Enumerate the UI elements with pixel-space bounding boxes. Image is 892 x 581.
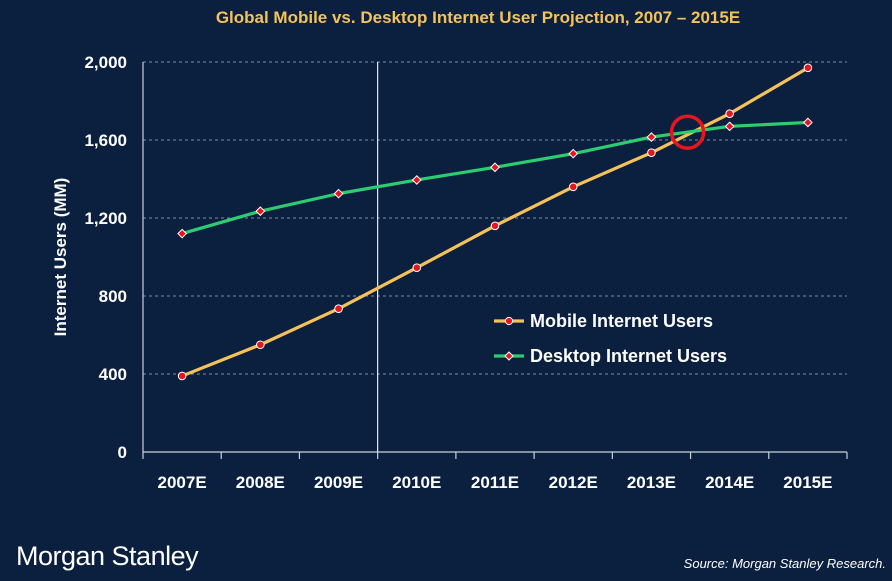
y-tick-label: 1,200 [84, 209, 127, 228]
x-tick-label: 2009E [314, 473, 363, 492]
data-point [724, 121, 735, 132]
series [177, 63, 813, 381]
x-tick-label: 2007E [158, 473, 207, 492]
x-tick-label: 2014E [705, 473, 754, 492]
chart-title: Global Mobile vs. Desktop Internet User … [216, 8, 740, 27]
data-point [647, 148, 656, 157]
data-point [568, 182, 578, 192]
data-point [334, 304, 343, 313]
data-point [333, 188, 344, 199]
legend-marker [504, 351, 514, 361]
legend-label: Desktop Internet Users [530, 346, 727, 366]
data-point [802, 117, 813, 128]
legend-marker [504, 316, 514, 326]
data-point [411, 175, 422, 185]
y-tick-label: 0 [118, 443, 127, 462]
data-point [725, 109, 734, 118]
x-tick-label: 2012E [549, 473, 598, 492]
data-point [256, 340, 265, 350]
x-tick-label: 2015E [783, 473, 832, 492]
axes: 0 400 800 1,200 1,600 2,000 2007E 2008E 2009E 201… [84, 53, 848, 492]
data-point [803, 63, 813, 73]
y-tick-label: 2,000 [84, 53, 127, 72]
data-point [646, 132, 657, 142]
y-axis-label: Internet Users (MM) [51, 178, 70, 337]
x-tick-label: 2011E [471, 473, 519, 492]
x-tick-label: 2010E [392, 473, 441, 492]
y-tick-label: 800 [99, 287, 127, 306]
source-note: Source: Morgan Stanley Research. [683, 556, 886, 571]
gridlines [143, 61, 847, 375]
legend: Mobile Internet Users Desktop Internet Us… [494, 311, 727, 366]
brand-logo: Morgan Stanley [16, 541, 199, 571]
series-line-desktop [181, 120, 808, 236]
y-tick-label: 400 [99, 365, 127, 384]
data-point [255, 206, 266, 217]
data-point [177, 228, 188, 239]
data-point [177, 371, 187, 381]
data-point [568, 148, 579, 159]
y-tick-label: 1,600 [84, 131, 127, 150]
crossover-highlight [669, 114, 706, 150]
x-tick-label: 2013E [627, 473, 676, 492]
data-point [490, 162, 500, 173]
data-point [490, 221, 500, 231]
legend-label: Mobile Internet Users [530, 311, 713, 331]
data-point [412, 263, 422, 273]
x-tick-label: 2008E [236, 473, 285, 492]
